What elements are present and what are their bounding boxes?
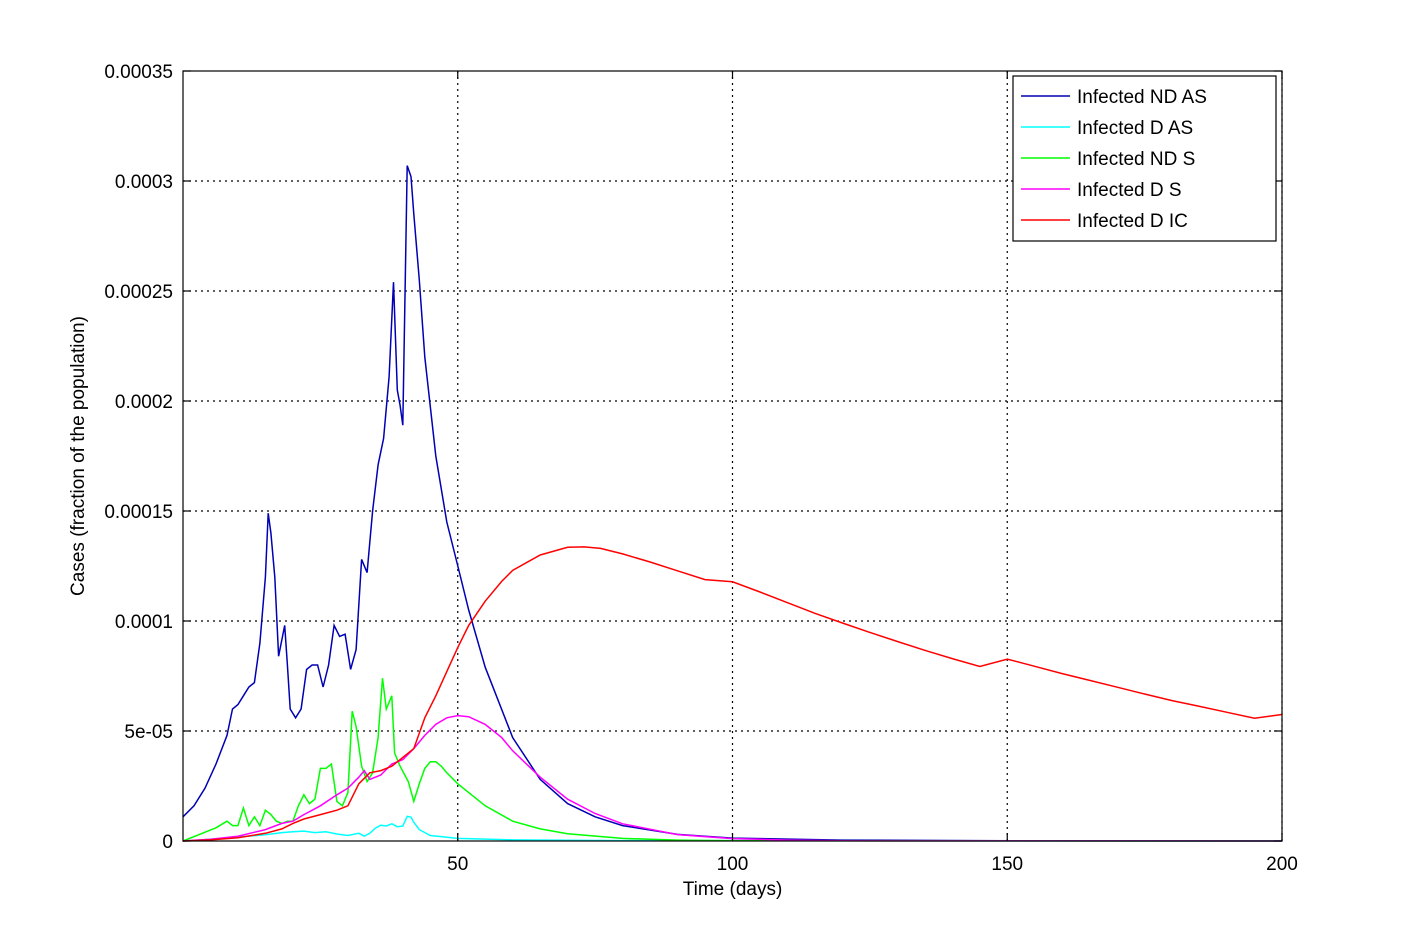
y-tick-label: 0.00025 — [104, 282, 173, 303]
x-tick-label: 100 — [717, 854, 749, 875]
legend-label: Infected D IC — [1077, 211, 1188, 232]
x-tick-label: 50 — [447, 854, 468, 875]
x-tick-label: 200 — [1266, 854, 1298, 875]
y-tick-label: 0.0002 — [115, 392, 173, 413]
series-layer — [182, 165, 1283, 842]
x-axis-title: Time (days) — [683, 879, 783, 900]
y-tick-label: 0 — [162, 832, 173, 853]
series-line-infected-nd-s — [182, 678, 1283, 842]
legend-items: Infected ND AS Infected D AS Infected ND S… — [1021, 87, 1207, 232]
x-tick-label: 150 — [991, 854, 1023, 875]
ticks: 50 100 150 200 0 5e-05 0.0001 0.00015 0.0002 0.00… — [104, 62, 1298, 875]
y-tick-label: 0.0003 — [115, 172, 173, 193]
series-line-infected-d-s — [182, 714, 1283, 842]
y-tick-label: 0.00035 — [104, 62, 173, 83]
legend-label: Infected D S — [1077, 180, 1182, 201]
legend-label: Infected ND S — [1077, 149, 1195, 170]
series-line-infected-d-as — [182, 815, 1283, 842]
legend-label: Infected ND AS — [1077, 87, 1207, 108]
series-line-infected-nd-as — [182, 165, 1283, 842]
y-tick-label: 0.00015 — [104, 502, 173, 523]
y-tick-label: 0.0001 — [115, 612, 173, 633]
y-tick-label: 5e-05 — [124, 722, 173, 743]
y-axis-title: Cases (fraction of the population) — [68, 316, 89, 596]
legend-label: Infected D AS — [1077, 118, 1193, 139]
legend: Infected ND AS Infected D AS Infected ND S… — [1012, 75, 1277, 242]
series-line-infected-d-ic — [182, 546, 1283, 842]
